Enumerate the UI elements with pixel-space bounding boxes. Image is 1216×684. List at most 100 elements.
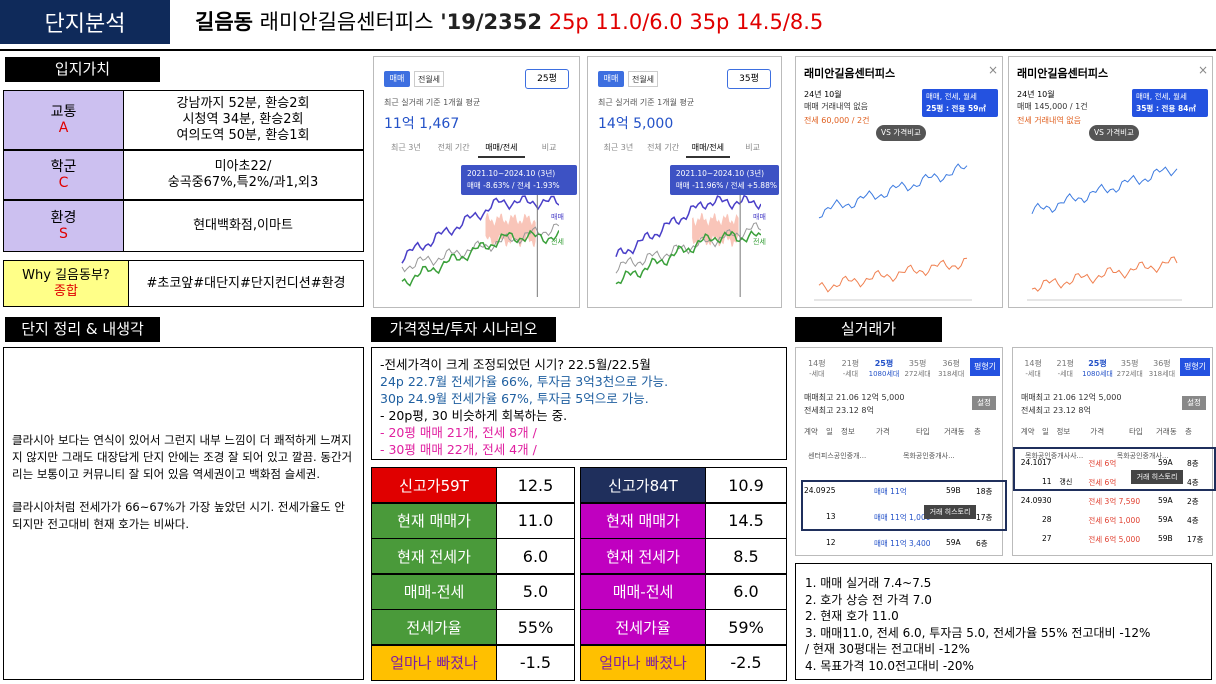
- deal-day: 12: [826, 538, 836, 547]
- note-line: 3. 매매11.0, 전세 6.0, 투자금 5.0, 전세가율 55% 전고대…: [805, 625, 1151, 640]
- size-button: 평형기: [970, 358, 1000, 376]
- column-header: 타입: [1128, 427, 1143, 436]
- gap-area: [485, 213, 536, 248]
- price-value: 5.0: [496, 573, 575, 610]
- tooltip-change: 매매 -11.96% / 전세 +5.88%: [675, 181, 777, 190]
- sale-line: [615, 194, 762, 257]
- why-label: Why 길음동부? 종합: [3, 260, 129, 307]
- chart-graphic: [814, 163, 972, 301]
- chart-graphic: [1027, 166, 1182, 301]
- tooltip-period: 2021.10~2024.10 (3년): [466, 169, 556, 178]
- detail-cell: 현대백화점,이마트: [123, 200, 364, 252]
- column-header: 계약: [1020, 427, 1035, 436]
- price-value: -1.5: [496, 644, 575, 681]
- deal-type: 59A: [1157, 515, 1173, 524]
- deal-floor: 17층: [1186, 535, 1204, 544]
- max-rent: 전세최고 23.12 8억: [804, 406, 874, 415]
- history-tooltip: 거래 히스토리: [924, 505, 976, 519]
- notes-box: 1. 매매 실거래 7.4~7.5 2. 호가 상승 전 가격 7.0 2. 현재 …: [795, 563, 1212, 680]
- why-text: #초코앞#대단지#단지컨디션#환경: [128, 260, 364, 307]
- detail-cell: 미아초22/숭곡중67%,특2%/과1,외3: [123, 150, 364, 200]
- max-sale: 매매최고 21.06 12억 5,000: [1021, 393, 1122, 402]
- tooltip: 2021.10~2024.10 (3년) 매매 -11.96% / 전세 +5.8…: [669, 165, 780, 195]
- household: 272세대: [1116, 370, 1143, 378]
- complex-title: 래미안길음센터피스: [1017, 67, 1109, 80]
- title-prices: 25p 11.0/6.0 35p 14.5/8.5: [548, 10, 824, 34]
- size-tab: 14평: [1024, 359, 1042, 368]
- deal-type: 59A: [1157, 496, 1173, 505]
- deal-type: 59B: [946, 486, 961, 495]
- agent: 센터피스공인중개...: [808, 452, 867, 460]
- avg-price: 11억 1,467: [384, 116, 460, 132]
- size-tab: 35평: [1120, 359, 1139, 368]
- period-tab: 전체 기간: [437, 143, 470, 152]
- size-tab: 36평: [942, 359, 960, 368]
- legend-rent: 전세: [753, 238, 766, 246]
- price-value: 59%: [705, 609, 787, 645]
- household: 1080세대: [868, 370, 900, 378]
- scenario-box: -전세가격이 크게 조정되었던 시기? 22.5월/22.5월 24p 22.7월…: [371, 347, 787, 460]
- filter-size: 25평 : 전용 59㎡: [926, 104, 986, 113]
- summary-paragraph: 클라시아 보다는 연식이 있어서 그런지 내부 느낌이 더 쾌적하게 느껴지지 …: [12, 433, 353, 481]
- deal-floor: 18층: [976, 487, 993, 496]
- column-header: 정보: [841, 427, 855, 436]
- title-year: '19/2352: [440, 10, 543, 34]
- grade: A: [58, 120, 69, 136]
- highlight-box: [801, 480, 1007, 531]
- price-value: 8.5: [705, 538, 787, 574]
- sale-summary: 매매 145,000 / 1건: [1017, 102, 1088, 111]
- period-tab: 최근 3년: [391, 143, 421, 152]
- close-icon: ×: [988, 63, 999, 77]
- rent-line: [615, 229, 762, 285]
- detail-cell: 강남까지 52분, 환승2회 시청역 34분, 환승2회 여의도역 50분, 환승1…: [123, 90, 364, 150]
- filter-size: 35평 : 전용 84㎡: [1136, 104, 1196, 113]
- deal-floor: 4층: [1186, 516, 1199, 525]
- deal-floor: 2층: [1186, 497, 1199, 506]
- size-tab: 21평: [841, 359, 860, 368]
- caption: 최근 실거래 기준 1개월 평균: [598, 98, 695, 107]
- column-header: 거래동: [944, 427, 965, 436]
- deal-date: 24.10: [1020, 458, 1043, 467]
- note-line: 2. 현재 호가 11.0: [805, 609, 899, 623]
- summary-box: 클라시아 보다는 연식이 있어서 그런지 내부 느낌이 더 쾌적하게 느껴지지 …: [3, 347, 364, 680]
- gap-area: [692, 212, 739, 247]
- sale-line: [818, 163, 968, 219]
- column-header: 가격: [1090, 427, 1105, 436]
- rent-line: [1031, 256, 1178, 292]
- max-rent: 전세최고 23.12 8억: [1021, 406, 1091, 415]
- category-label: 학군: [50, 159, 77, 175]
- deal-price: 전세 6억: [1088, 459, 1117, 468]
- price-label: 매매-전세: [371, 573, 497, 610]
- size-dropdown: 35평: [727, 69, 771, 89]
- tab-active: 매매: [598, 71, 624, 87]
- month: 24년 10월: [1017, 90, 1055, 99]
- category-label: 환경: [50, 210, 77, 226]
- period-tab: 최근 3년: [603, 143, 634, 152]
- deal-type: 59B: [1157, 534, 1173, 543]
- detail-line: 숭곡중67%,특2%/과1,외3: [167, 175, 319, 190]
- price-label: 얼마나 빠졌나: [371, 644, 497, 681]
- tab: 전월세: [628, 71, 658, 87]
- category-cell: 환경 S: [3, 200, 124, 252]
- column-header: 층: [1185, 427, 1192, 436]
- agent: 목화공인중개사...: [903, 452, 955, 460]
- note-line: 4. 목표가격 10.0전고대비 -20%: [805, 658, 974, 673]
- history-screenshot: 래미안길음센터피스 × 24년 10월 매매 거래내역 없음 전세 60,000 / 2…: [795, 56, 1003, 308]
- period-tab: 전체 기간: [647, 143, 680, 152]
- history-tooltip: 거래 히스토리: [1131, 470, 1183, 484]
- size-tab: 35평: [908, 359, 927, 368]
- caption: 최근 실거래 기준 1개월 평균: [384, 98, 481, 107]
- column-header: 거래동: [1156, 427, 1177, 436]
- period-tab: 매매/전세: [477, 142, 526, 158]
- period-tab: 매매/전세: [685, 142, 731, 158]
- chart-graphic: [615, 187, 762, 297]
- household: -세대: [1057, 370, 1073, 378]
- deal-price: 전세 6억 5,000: [1088, 535, 1141, 544]
- deal-price: 전세 6억: [1088, 478, 1117, 487]
- price-label: 전세가율: [580, 609, 706, 645]
- deal-day: 28: [1041, 515, 1052, 524]
- title-area: 길음동: [195, 10, 253, 34]
- section-heading: 단지 정리 & 내생각: [5, 317, 160, 342]
- deal-price: 매매 11억: [874, 487, 907, 496]
